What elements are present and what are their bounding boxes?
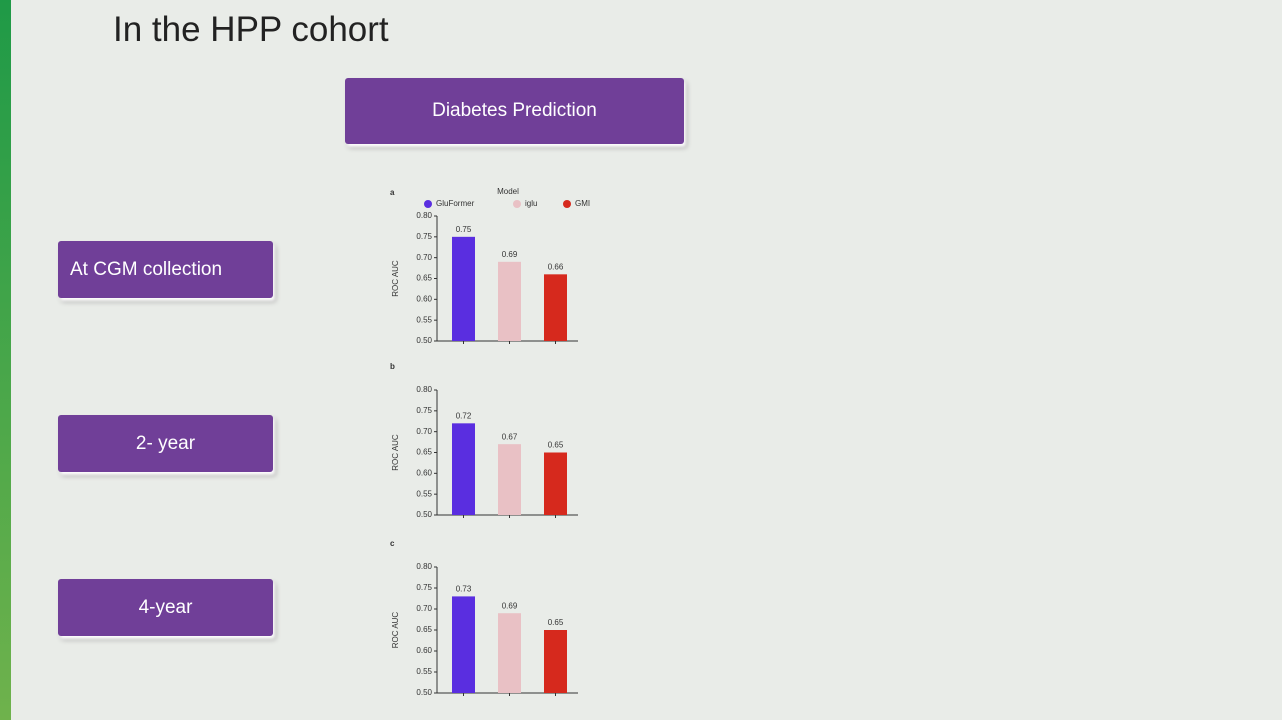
slide-title: In the HPP cohort [113,10,389,49]
y-tick-label: 0.65 [416,625,432,634]
legend-swatch [424,200,432,208]
value-label: 0.65 [548,618,564,627]
side-strip [0,0,11,720]
y-tick-label: 0.80 [416,385,432,394]
value-label: 0.73 [456,585,472,594]
bar [452,596,475,693]
value-label: 0.67 [502,432,518,441]
bar [452,236,475,341]
value-label: 0.66 [548,262,564,271]
y-tick-label: 0.60 [416,294,432,303]
y-tick-label: 0.65 [416,448,432,457]
row-box: At CGM collection [58,241,273,298]
legend-label: GluFormer [436,199,475,208]
y-tick-label: 0.50 [416,688,432,697]
bar [544,630,567,693]
y-tick-label: 0.70 [416,604,432,613]
bar [544,274,567,341]
y-tick-label: 0.55 [416,489,432,498]
value-label: 0.65 [548,441,564,450]
y-tick-label: 0.50 [416,510,432,519]
bar [498,613,521,693]
legend-title: Model [497,187,519,196]
panel-label: a [390,188,395,197]
bar [498,444,521,515]
y-tick-label: 0.75 [416,406,432,415]
y-tick-label: 0.60 [416,646,432,655]
legend-swatch [563,200,571,208]
y-tick-label: 0.50 [416,336,432,345]
panel-label: c [390,539,395,548]
bar [544,452,567,515]
y-tick-label: 0.65 [416,274,432,283]
heading-box: Diabetes Prediction [345,78,684,144]
y-tick-label: 0.80 [416,562,432,571]
y-tick-label: 0.75 [416,583,432,592]
y-tick-label: 0.55 [416,667,432,676]
bar [498,261,521,341]
y-tick-label: 0.55 [416,315,432,324]
value-label: 0.75 [456,225,472,234]
y-axis-label: ROC AUC [391,434,400,471]
value-label: 0.72 [456,411,472,420]
panel-label: b [390,362,395,371]
y-tick-label: 0.75 [416,232,432,241]
legend-swatch [513,200,521,208]
legend-label: GMI [575,199,590,208]
legend-label: iglu [525,199,537,208]
row-box: 2- year [58,415,273,472]
y-tick-label: 0.60 [416,468,432,477]
y-tick-label: 0.80 [416,211,432,220]
bar [452,423,475,515]
y-axis-label: ROC AUC [391,260,400,297]
y-tick-label: 0.70 [416,253,432,262]
y-axis-label: ROC AUC [391,612,400,649]
row-box: 4-year [58,579,273,636]
value-label: 0.69 [502,250,518,259]
value-label: 0.69 [502,601,518,610]
y-tick-label: 0.70 [416,427,432,436]
